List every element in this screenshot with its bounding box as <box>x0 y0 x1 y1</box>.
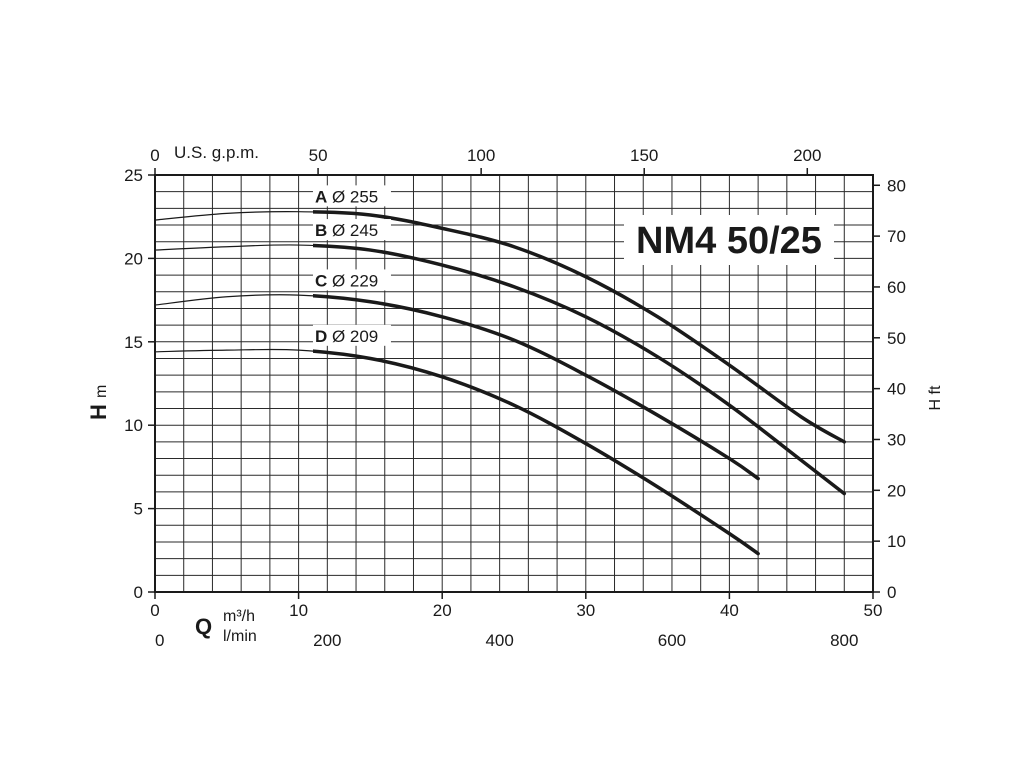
curves: A Ø 255 B Ø 245 C Ø 229 D Ø 209 <box>154 185 847 556</box>
x-tick-label: 20 <box>433 601 452 620</box>
curve-label-diameter: Ø 209 <box>332 327 378 346</box>
x3-tick-label: 200 <box>313 631 341 650</box>
y2-tick-label: 60 <box>887 278 906 297</box>
x2-tick-label: 50 <box>309 146 328 165</box>
x-tick-label: 40 <box>720 601 739 620</box>
x-axis-unit-secondary: l/min <box>223 628 257 645</box>
curve-label-letter: B <box>315 221 327 240</box>
x-axis-unit-primary: m³/h <box>223 608 255 625</box>
y2-axis-text: H ft <box>927 385 944 410</box>
y2-tick-label: 30 <box>887 430 906 449</box>
curve-label-backdrop <box>312 185 391 207</box>
x3-tick-label: 600 <box>658 631 686 650</box>
curve-label-backdrop <box>312 324 391 346</box>
curve-label-backdrop <box>312 219 391 241</box>
y2-tick-label: 10 <box>887 532 906 551</box>
title-backdrop <box>624 215 834 265</box>
x2-tick-label: 150 <box>630 146 658 165</box>
curve-c <box>312 294 760 481</box>
curve-label-letter: C <box>315 271 327 290</box>
curve-label-backdrop <box>312 269 391 291</box>
x-tick-label: 10 <box>289 601 308 620</box>
y2-tick-label: 40 <box>887 380 906 399</box>
curve-label-letter: A <box>315 187 327 206</box>
y-axis-label: H m <box>86 385 111 420</box>
curve-label-diameter: Ø 245 <box>332 221 378 240</box>
curve-label-diameter: Ø 255 <box>332 187 378 206</box>
curve-label-letter: D <box>315 327 327 346</box>
x-axis-symbol: Q <box>195 614 212 639</box>
chart-title: NM4 50/25 <box>636 220 822 262</box>
x2-axis-label: U.S. g.p.m. <box>174 143 259 162</box>
y-tick-label: 10 <box>124 416 143 435</box>
x-tick-label: 0 <box>150 601 159 620</box>
curve-b <box>312 243 847 496</box>
x2-tick-label: 200 <box>793 146 821 165</box>
x2-tick-label: 0 <box>150 146 159 165</box>
y-tick-label: 25 <box>124 166 143 185</box>
x-tick-label: 50 <box>864 601 883 620</box>
curve-d <box>312 349 760 556</box>
y2-tick-label: 70 <box>887 227 906 246</box>
y-tick-label: 20 <box>124 249 143 268</box>
y2-tick-label: 80 <box>887 176 906 195</box>
x3-tick-label: 400 <box>485 631 513 650</box>
x2-tick-label: 100 <box>467 146 495 165</box>
curve-a <box>312 210 847 444</box>
y-axis-unit: m <box>93 385 110 398</box>
x3-tick-label: 0 <box>155 631 164 650</box>
x-tick-label: 30 <box>576 601 595 620</box>
y-tick-label: 0 <box>134 583 143 602</box>
y2-tick-label: 50 <box>887 329 906 348</box>
y2-tick-label: 20 <box>887 481 906 500</box>
y-tick-label: 15 <box>124 333 143 352</box>
y-tick-label: 5 <box>134 500 143 519</box>
y2-axis-label: H ft <box>927 385 944 410</box>
y-axis-symbol: H <box>86 404 111 420</box>
curve-label-diameter: Ø 229 <box>332 271 378 290</box>
plot-frame <box>154 174 874 593</box>
x2-label-backdrop <box>168 138 280 164</box>
y2-tick-label: 0 <box>887 583 896 602</box>
x3-tick-label: 800 <box>830 631 858 650</box>
